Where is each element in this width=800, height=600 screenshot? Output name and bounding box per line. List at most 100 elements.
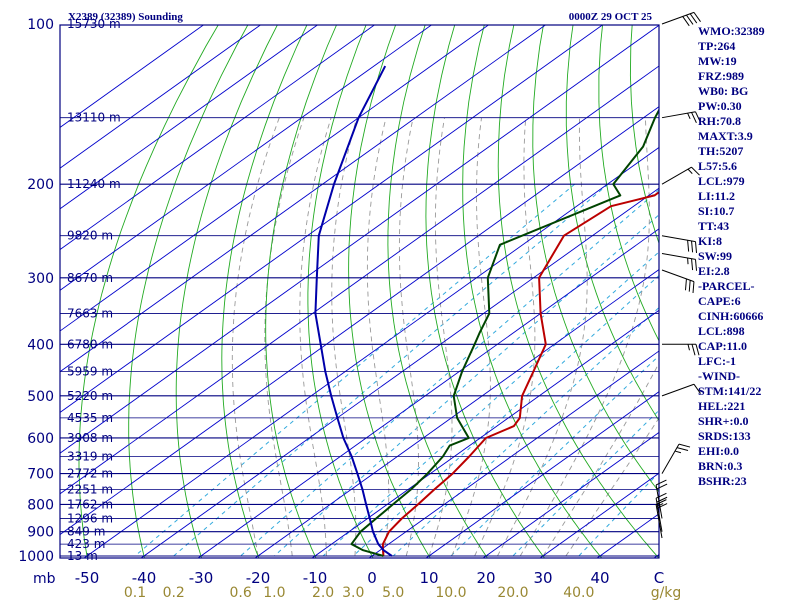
stat-wmo: WMO:32389 [698, 24, 765, 38]
wind-barb-half-flag [674, 450, 682, 454]
background-grid [60, 25, 659, 558]
moist-adiabat [231, 117, 280, 557]
wind-barb-flag [655, 499, 667, 505]
height-label: 2772 m [67, 467, 113, 481]
wind-barb-staff [661, 443, 680, 474]
stat-cinh: CINH:60666 [698, 309, 764, 323]
wind-barb-flag [688, 280, 691, 292]
moist-adiabat [565, 417, 659, 557]
mixing-ratio-line [322, 251, 659, 557]
wind-barb [661, 11, 701, 27]
height-label: 11240 m [67, 177, 121, 191]
temperature-unit-label: C [654, 569, 664, 587]
isotherm [60, 25, 490, 332]
height-label: 13110 m [67, 111, 121, 125]
wind-heading: -WIND- [698, 369, 740, 383]
parcel-profile [314, 65, 393, 557]
isotherm [60, 65, 659, 495]
height-label: 13 m [67, 549, 98, 563]
wind-barb-staff [661, 383, 695, 397]
dewpoint-profile [350, 108, 659, 557]
wind-barb-staff [661, 235, 696, 243]
moist-adiabat [331, 117, 358, 557]
wind-barb [662, 343, 700, 356]
stat-lfc: LFC:-1 [698, 354, 736, 368]
pressure-label: 1000 [18, 549, 54, 565]
wind-barb-flag [694, 259, 698, 271]
temperature-tick-label: 20 [476, 569, 495, 587]
stat-parcel-lcl: LCL:898 [698, 324, 745, 338]
isotherm [60, 25, 205, 128]
mixing-ratio-tick-label: 40.0 [563, 585, 594, 600]
temperature-profile [381, 190, 659, 557]
stat-rh: RH:70.8 [698, 114, 741, 128]
dry-adiabat [425, 25, 546, 558]
pressure-label: 200 [27, 177, 54, 193]
mixing-ratio-tick-label: 0.6 [230, 585, 252, 600]
wind-barb-half-flag [687, 168, 693, 174]
mixing-ratio-tick-label: 0.1 [124, 585, 146, 600]
wind-barb-flag [678, 443, 691, 448]
wind-barb-staff [661, 269, 695, 283]
sounding-profiles [314, 65, 659, 557]
dry-adiabat [532, 25, 659, 493]
mixing-ratio-tick-label: 3.0 [342, 585, 364, 600]
mixing-ratio-unit-label: g/kg [651, 585, 682, 600]
stat-bshr: BSHR:23 [698, 474, 747, 488]
wind-barb [661, 166, 700, 185]
height-label: 1296 m [67, 511, 113, 525]
dry-adiabat [387, 25, 488, 558]
pressure-label: 700 [27, 467, 54, 483]
wind-barb-flag [694, 241, 698, 254]
isotherm [482, 431, 659, 558]
wind-barb [655, 499, 668, 539]
isotherm [311, 309, 659, 558]
wind-barb-flag [693, 12, 701, 22]
moist-adiabat [497, 117, 588, 557]
isotherm [60, 25, 262, 169]
dry-adiabat [565, 25, 659, 422]
temperature-tick-label: 30 [533, 569, 552, 587]
dry-adiabat [497, 25, 659, 558]
moist-adiabat [398, 117, 419, 557]
height-label: 4535 m [67, 411, 113, 425]
moist-adiabat [264, 117, 305, 557]
wind-barb [661, 252, 698, 271]
isotherm [60, 25, 604, 413]
stat-th: TH:5207 [698, 144, 744, 158]
pressure-label: 900 [27, 525, 54, 541]
pressure-label: 500 [27, 389, 54, 405]
wind-barb-staff [655, 484, 663, 519]
dry-adiabat [221, 25, 308, 558]
temperature-tick-label: -50 [75, 569, 100, 587]
dry-adiabat [629, 25, 659, 245]
isotherm [425, 391, 659, 558]
wind-barb-flag [686, 14, 694, 25]
stat-ei: EI:2.8 [698, 264, 730, 278]
temperature-tick-label: -10 [303, 569, 328, 587]
isotherm [254, 269, 659, 558]
moist-adiabat [428, 117, 453, 557]
wind-barb [655, 479, 668, 519]
isotherm [60, 106, 659, 536]
stat-wb0: WB0: BG [698, 84, 749, 98]
stat-stm: STM:141/22 [698, 384, 762, 398]
stat-si: SI:10.7 [698, 204, 735, 218]
stat-cape: CAPE:6 [698, 294, 741, 308]
mixing-ratio-line [173, 183, 609, 557]
wind-barb [661, 235, 698, 254]
wind-barb-flag [655, 479, 667, 486]
wind-barb-flag [656, 496, 668, 503]
wind-barb [661, 443, 691, 474]
mixing-ratio-tick-label: 5.0 [382, 585, 404, 600]
wind-barb-flag [684, 278, 687, 291]
mixing-ratio-line [392, 306, 659, 557]
pressure-label: 800 [27, 497, 54, 513]
wind-barb-flag [656, 503, 668, 509]
mixing-ratio-tick-label: 1.0 [263, 585, 285, 600]
height-label: 5959 m [67, 365, 113, 379]
moist-adiabat [451, 117, 491, 557]
isotherm [60, 25, 547, 373]
